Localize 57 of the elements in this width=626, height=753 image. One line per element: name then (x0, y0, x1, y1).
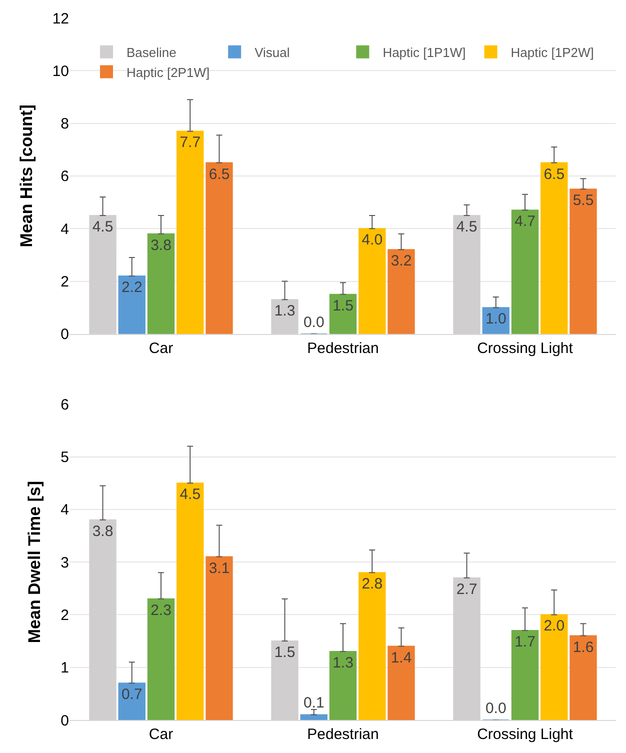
legend-label: Haptic [1P1W] (382, 44, 466, 60)
y-tick-label: 12 (52, 10, 69, 28)
y-tick-label: 6 (60, 168, 69, 186)
data-label: 4.0 (362, 232, 383, 249)
data-label: 1.5 (274, 644, 296, 662)
legend-label: Visual (254, 44, 290, 60)
y-axis-title: Mean Hits [count] (16, 104, 36, 248)
legend-label: Baseline (126, 44, 176, 60)
data-label: 4.5 (180, 486, 201, 504)
y-tick-label: 4 (60, 502, 69, 519)
data-label: 3.8 (150, 236, 172, 254)
data-label: 5.5 (572, 192, 594, 210)
data-label: 2.8 (362, 576, 383, 593)
data-label: 1.0 (485, 310, 506, 328)
data-label: 1.6 (572, 638, 594, 656)
data-label: 2.0 (544, 618, 565, 635)
legend-label: Haptic [2P1W] (126, 64, 210, 80)
x-tick-label: Crossing Light (477, 340, 574, 357)
data-label: 0.1 (303, 694, 324, 712)
y-axis-title: Mean Dwell Time [s] (25, 480, 44, 644)
data-label: 7.7 (180, 134, 201, 152)
y-tick-label: 2 (60, 606, 69, 624)
data-label: 1.5 (332, 297, 354, 314)
data-label: 3.2 (390, 252, 412, 270)
data-label: 3.8 (92, 522, 114, 540)
data-label: 3.1 (208, 560, 230, 577)
data-label: 1.4 (390, 649, 412, 666)
data-label: 4.7 (514, 213, 536, 230)
y-tick-label: 6 (60, 396, 69, 414)
x-tick-label: Pedestrian (307, 340, 379, 357)
x-tick-label: Car (148, 726, 174, 743)
x-tick-label: Car (148, 340, 174, 357)
y-tick-label: 10 (52, 62, 69, 80)
data-label: 2.7 (456, 580, 478, 598)
x-tick-label: Crossing Light (477, 726, 574, 743)
data-label: 6.5 (544, 166, 565, 183)
data-label: 1.3 (332, 654, 354, 672)
data-label: 2.2 (121, 278, 142, 296)
data-label: 1.3 (274, 302, 296, 320)
data-label: 0.7 (121, 686, 142, 704)
y-tick-label: 0 (60, 712, 69, 730)
data-label: 0.0 (303, 314, 324, 331)
y-tick-label: 5 (60, 449, 69, 466)
y-tick-label: 0 (60, 326, 69, 344)
y-tick-label: 1 (60, 660, 69, 677)
data-label: 2.3 (150, 602, 172, 619)
data-label: 0.0 (485, 700, 506, 717)
x-tick-label: Pedestrian (307, 726, 379, 743)
y-tick-label: 8 (60, 116, 69, 133)
data-label: 4.5 (456, 218, 478, 236)
data-label: 1.7 (514, 634, 536, 650)
data-label: 4.5 (92, 218, 114, 236)
y-tick-label: 3 (60, 554, 69, 572)
legend-label: Haptic [1P2W] (510, 44, 594, 60)
data-label: 6.5 (208, 166, 230, 183)
y-tick-label: 4 (60, 220, 69, 238)
y-tick-label: 2 (60, 274, 69, 290)
